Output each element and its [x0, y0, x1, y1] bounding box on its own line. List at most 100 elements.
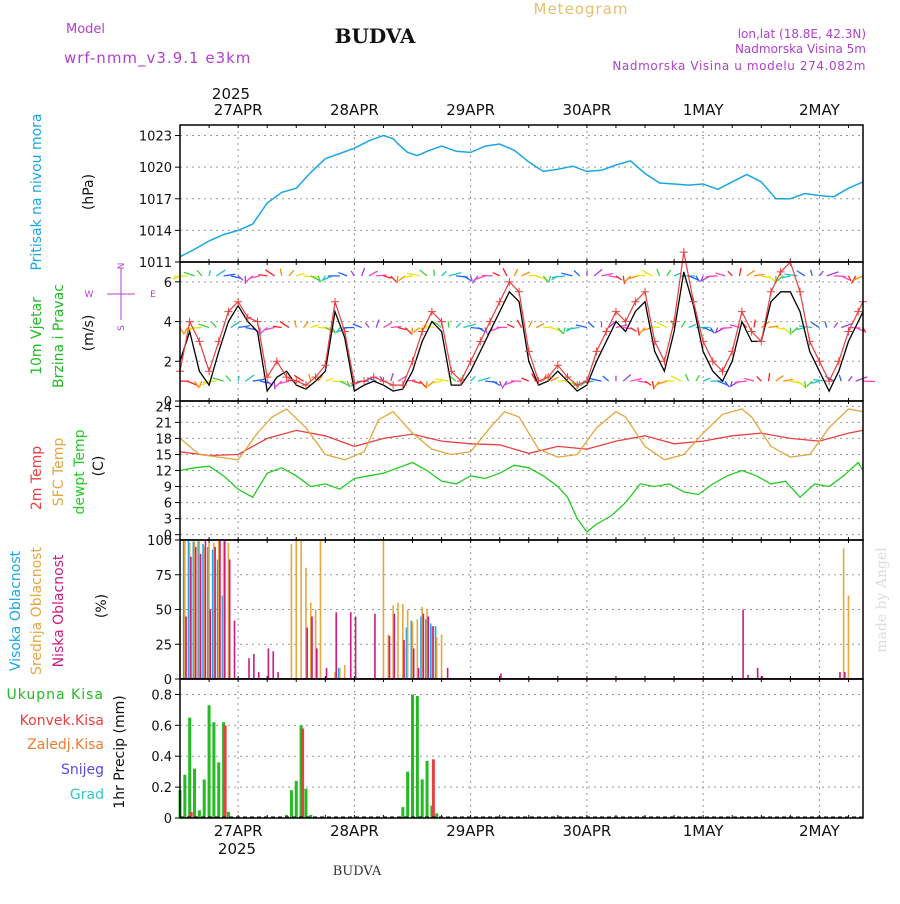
y-tick-label: 21	[155, 416, 172, 431]
wind-arrow	[805, 381, 806, 388]
y-tick-label: 1020	[139, 161, 172, 176]
wind-arrow	[625, 276, 631, 282]
top-day-label: 2MAY	[799, 101, 841, 119]
precip-total-bar	[416, 696, 419, 818]
wind-arrow	[399, 276, 406, 281]
wind-gust-marker	[244, 314, 252, 322]
wind-gust-marker	[195, 337, 203, 345]
wind-arrow	[522, 272, 530, 276]
wind-arrow	[507, 324, 514, 327]
wind-arrow	[347, 381, 350, 387]
pressure-unit: (hPa)	[81, 174, 97, 210]
wind-arrow	[769, 373, 770, 381]
wind-arrow	[478, 378, 490, 381]
wind-arrow	[735, 381, 747, 382]
compass-north-label: N	[117, 263, 127, 270]
wind-arrow	[564, 328, 566, 334]
wind-arrow	[369, 271, 378, 276]
compass-west-label: W	[85, 290, 94, 300]
wind-arrow	[295, 320, 297, 327]
precip-total-bar	[188, 718, 191, 818]
wind-arrow	[825, 321, 827, 327]
wind-arrow	[856, 377, 868, 381]
wind-arrow	[266, 270, 275, 276]
wind-arrow	[681, 322, 685, 328]
y-tick-label: 75	[155, 569, 172, 584]
wind-arrow	[260, 328, 267, 334]
wind-arrow	[623, 276, 624, 284]
wind-arrow	[739, 268, 741, 276]
wind-arrow	[797, 271, 805, 276]
wind-arrow	[383, 323, 392, 328]
model-label: Model	[66, 22, 105, 37]
wind-arrow	[211, 322, 216, 328]
precip-legend-conv: Konvek.Kisa	[20, 713, 104, 729]
wind-arrow	[471, 376, 476, 381]
wind-arrow	[199, 381, 201, 387]
y-tick-label: 1017	[139, 193, 172, 208]
temp-title-dew: dewpt Temp	[72, 429, 88, 514]
precip-total-bar	[183, 775, 186, 818]
wind-arrow	[754, 319, 755, 327]
precip-conv-bar	[224, 725, 227, 818]
wind-arrow	[686, 374, 689, 381]
temp-title-2m: 2m Temp	[29, 446, 45, 510]
wind-arrow	[238, 376, 239, 381]
temp-unit: (C)	[91, 456, 107, 477]
bottom-day-label: 29APR	[446, 822, 495, 840]
wind-gust-marker	[254, 318, 262, 326]
wind-arrow	[696, 375, 700, 381]
wind-gust-marker	[767, 288, 775, 296]
temp-dew-line	[180, 463, 863, 533]
y-tick-label: 25	[155, 638, 172, 653]
panel-precip: 00.20.40.60.8	[151, 679, 863, 827]
wind-arrow	[576, 325, 587, 328]
wind-gust-marker	[370, 373, 378, 381]
temp-2m-line	[180, 430, 863, 455]
y-tick-label: 1023	[139, 130, 172, 145]
wind-arrow	[574, 271, 580, 276]
wind-arrow	[776, 376, 784, 382]
precip-conv-bar	[301, 728, 304, 818]
wind-gust-marker	[525, 347, 533, 355]
wind-arrow	[246, 276, 253, 282]
wind-gust-marker	[670, 318, 678, 326]
cloud-title-mid: Srednja Oblacnost	[29, 547, 45, 675]
precip-legend-snow: Snijeg	[61, 762, 104, 778]
station-title: BUDVA	[335, 24, 416, 48]
wind-arrow	[280, 269, 281, 276]
wind-arrow	[209, 271, 210, 276]
wind-arrow	[703, 378, 710, 381]
wind-gust-marker	[389, 381, 397, 389]
precip-total-bar	[203, 779, 206, 818]
wind-arrow	[594, 269, 602, 276]
wind-arrow	[811, 322, 819, 327]
wind-arrow	[561, 273, 572, 276]
wind-arrow	[428, 381, 434, 386]
model-name: wrf-nmm_v3.9.1 e3km	[64, 49, 251, 68]
wind-arrow	[304, 322, 309, 328]
panel-border	[180, 679, 863, 818]
wind-arrow	[245, 375, 254, 381]
wind-speed-line	[180, 272, 863, 391]
wind-arrow	[376, 320, 379, 328]
compass-east-label: E	[150, 290, 156, 300]
y-tick-label: 1014	[139, 224, 172, 239]
panels: 1011101410171020102302460369121518212402…	[139, 125, 875, 827]
precip-total-bar	[193, 769, 196, 818]
wind-arrow	[638, 328, 640, 336]
wind-arrow	[636, 275, 645, 276]
y-tick-label: 12	[155, 465, 172, 480]
y-tick-label: 0.6	[151, 719, 172, 734]
y-tick-label: 0.8	[151, 688, 172, 703]
top-day-label: 30APR	[562, 101, 611, 119]
wind-arrow	[449, 273, 461, 276]
wind-arrow	[333, 328, 336, 334]
top-day-label: 1MAY	[683, 101, 725, 119]
wind-arrow	[304, 276, 317, 277]
y-tick-label: 0.4	[151, 750, 172, 765]
wind-unit: (m/s)	[81, 315, 97, 352]
